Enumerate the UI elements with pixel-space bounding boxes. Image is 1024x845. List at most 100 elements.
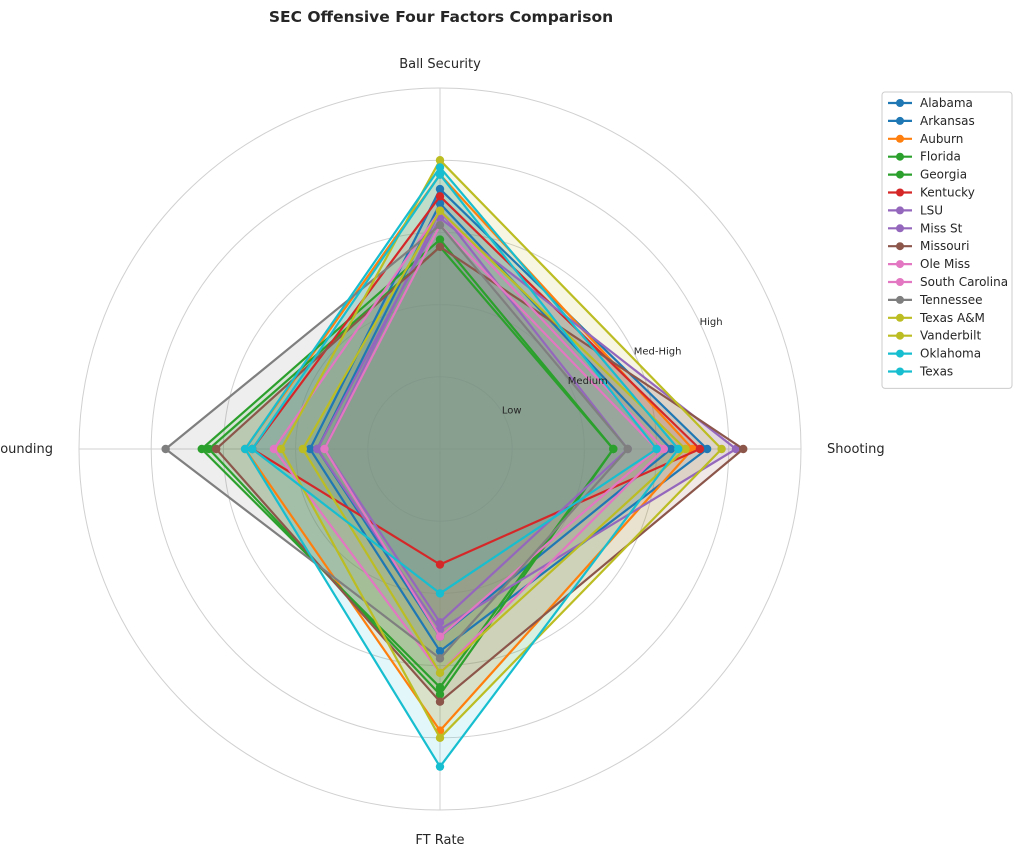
series-oklahoma (240, 163, 683, 771)
data-point (435, 192, 445, 201)
chart-title: SEC Offensive Four Factors Comparison (269, 8, 613, 26)
svg-text:Georgia: Georgia (920, 168, 967, 182)
data-point (435, 170, 445, 179)
data-point (435, 632, 445, 641)
legend-item: Texas A&M (888, 311, 985, 325)
data-point (659, 444, 669, 454)
series-fill (324, 225, 657, 637)
svg-text:Arkansas: Arkansas (920, 114, 975, 128)
data-point (435, 733, 445, 742)
data-point (435, 163, 445, 172)
svg-text:Texas A&M: Texas A&M (919, 311, 985, 325)
data-point (298, 444, 308, 454)
axis-label: Off Rebounding (0, 442, 53, 457)
svg-text:Florida: Florida (920, 150, 961, 164)
data-point (623, 444, 632, 454)
legend-item: Vanderbilt (888, 329, 981, 343)
axis-label: FT Rate (415, 833, 464, 845)
data-point (435, 560, 445, 569)
legend-item: Arkansas (888, 114, 975, 128)
axis-label: Shooting (827, 442, 885, 457)
data-point (305, 444, 315, 454)
svg-text:Auburn: Auburn (920, 132, 963, 146)
data-point (435, 206, 445, 215)
data-point (276, 444, 286, 454)
data-point (211, 444, 221, 454)
data-point (269, 444, 279, 454)
data-point (248, 444, 257, 454)
data-point (435, 697, 445, 706)
data-point (435, 184, 445, 194)
ring-labels: Low Medium Med-High High (502, 317, 723, 416)
data-point (435, 646, 445, 656)
legend-item: Missouri (888, 239, 969, 253)
data-point (681, 444, 690, 454)
data-point (666, 444, 676, 454)
legend-item: Kentucky (888, 186, 975, 200)
ring-label: High (700, 317, 723, 328)
series-fill (209, 246, 614, 695)
svg-text:Miss St: Miss St (920, 221, 963, 235)
series-vanderbilt (276, 156, 726, 742)
svg-text:Ole Miss: Ole Miss (920, 257, 970, 271)
legend-item: Oklahoma (888, 347, 981, 361)
data-point (435, 242, 445, 252)
series-fill (317, 203, 671, 637)
legend-item: Ole Miss (888, 257, 970, 271)
data-point (204, 444, 214, 454)
data-point (435, 690, 445, 699)
data-point (435, 220, 445, 230)
data-point (313, 444, 322, 454)
svg-text:Vanderbilt: Vanderbilt (920, 329, 981, 343)
axis-labels: Ball Security Shooting FT Rate Off Reboundi… (0, 57, 885, 845)
series-lines (161, 156, 748, 771)
svg-text:Kentucky: Kentucky (920, 186, 975, 200)
legend-item: Auburn (888, 132, 963, 146)
data-point (652, 444, 661, 454)
legend-item: LSU (888, 203, 943, 217)
series-fill (165, 225, 628, 659)
data-point (435, 199, 445, 208)
data-point (435, 235, 445, 244)
ring-label: Medium (568, 376, 608, 387)
data-point (609, 444, 618, 454)
svg-text:Texas: Texas (919, 365, 953, 379)
svg-text:South Carolina: South Carolina (920, 275, 1008, 289)
legend-item: Tennessee (888, 293, 983, 307)
series-texas (248, 170, 661, 598)
data-point (717, 444, 726, 454)
data-point (435, 654, 445, 663)
data-point (320, 444, 329, 454)
data-point (695, 444, 705, 454)
data-point (435, 618, 445, 627)
axis-label: Ball Security (399, 57, 481, 72)
data-point (702, 444, 712, 454)
svg-text:LSU: LSU (920, 203, 943, 217)
data-point (435, 762, 445, 771)
ring-label: Med-High (634, 347, 682, 358)
series-fill (317, 218, 736, 630)
svg-text:Tennessee: Tennessee (919, 293, 983, 307)
data-point (161, 444, 170, 454)
legend: Alabama Arkansas Auburn Florida Georgia Kentu… (881, 91, 1013, 389)
legend-item: Miss St (888, 221, 963, 235)
svg-text:Alabama: Alabama (920, 96, 973, 110)
svg-text:Oklahoma: Oklahoma (920, 347, 981, 361)
series-tennessee (161, 220, 632, 663)
series-fill (252, 196, 700, 565)
legend-item: Texas (888, 365, 953, 379)
data-point (435, 683, 445, 692)
series-fill (324, 210, 628, 623)
series-texas-a-m (298, 206, 690, 678)
series-fill (302, 210, 686, 673)
data-point (739, 444, 748, 454)
legend-item: Georgia (888, 168, 967, 182)
data-point (240, 444, 250, 454)
series-fill (310, 189, 708, 652)
legend-item: Alabama (888, 96, 973, 110)
data-point (674, 444, 683, 454)
data-point (197, 444, 206, 454)
svg-text:Missouri: Missouri (920, 239, 969, 253)
legend-item: South Carolina (888, 275, 1008, 289)
data-point (435, 589, 445, 598)
